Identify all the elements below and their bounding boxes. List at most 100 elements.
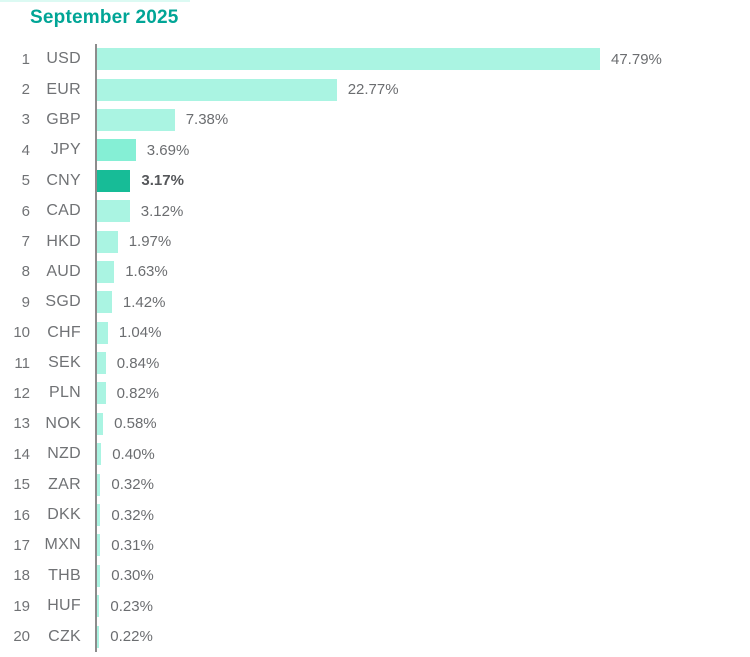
chart-title: September 2025 bbox=[30, 7, 179, 28]
currency-code-label: JPY bbox=[50, 141, 81, 159]
value-label: 0.58% bbox=[114, 415, 157, 433]
value-label: 0.82% bbox=[116, 384, 160, 402]
bar-row-jpy: 4 JPY 3.69% bbox=[0, 135, 750, 165]
bar-row-czk: 20 CZK 0.22% bbox=[0, 621, 750, 651]
value-label: 47.79% bbox=[611, 50, 662, 68]
rank-label: 20 bbox=[13, 628, 30, 646]
rank-label: 17 bbox=[13, 536, 30, 554]
bar-row-nok: 13 NOK 0.58% bbox=[0, 409, 750, 439]
bar-row-chf: 10 CHF 1.04% bbox=[0, 318, 750, 348]
bar-row-eur: 2 EUR 22.77% bbox=[0, 74, 750, 104]
currency-code-label: ZAR bbox=[48, 475, 81, 493]
bar-row-nzd: 14 NZD 0.40% bbox=[0, 439, 750, 469]
currency-code-label: EUR bbox=[46, 80, 81, 98]
value-bar bbox=[97, 595, 100, 618]
rank-label: 10 bbox=[13, 324, 30, 342]
value-label: 3.69% bbox=[146, 141, 190, 159]
value-bar bbox=[97, 291, 112, 314]
rank-label: 13 bbox=[13, 415, 30, 433]
value-bar bbox=[97, 139, 136, 162]
value-bar bbox=[97, 352, 106, 375]
currency-code-label: MXN bbox=[44, 536, 81, 554]
value-label: 0.23% bbox=[110, 597, 153, 615]
value-label: 7.38% bbox=[185, 111, 229, 129]
top-edge-sliver bbox=[0, 0, 190, 2]
bar-row-mxn: 17 MXN 0.31% bbox=[0, 530, 750, 560]
value-bar bbox=[97, 412, 104, 435]
currency-code-label: HUF bbox=[47, 597, 81, 615]
bar-row-aud: 8 AUD 1.63% bbox=[0, 257, 750, 287]
rank-label: 5 bbox=[21, 172, 30, 190]
value-label: 0.84% bbox=[116, 354, 160, 372]
currency-code-label: USD bbox=[46, 50, 81, 68]
rank-label: 16 bbox=[13, 506, 30, 524]
bar-row-cad: 6 CAD 3.12% bbox=[0, 196, 750, 226]
currency-code-label: CNY bbox=[46, 171, 81, 189]
rank-label: 19 bbox=[13, 597, 30, 615]
value-label: 1.63% bbox=[125, 263, 168, 281]
rank-label: 2 bbox=[21, 81, 30, 99]
value-label: 0.30% bbox=[111, 567, 154, 585]
rank-label: 7 bbox=[21, 233, 30, 251]
value-bar bbox=[97, 473, 101, 496]
value-label: 1.97% bbox=[128, 233, 172, 251]
rank-label: 3 bbox=[21, 111, 30, 129]
rank-label: 8 bbox=[21, 263, 30, 281]
currency-code-label: SEK bbox=[48, 354, 81, 372]
value-bar bbox=[97, 78, 337, 101]
value-label: 0.22% bbox=[110, 628, 153, 646]
bar-row-sgd: 9 SGD 1.42% bbox=[0, 287, 750, 317]
bar-row-gbp: 3 GBP 7.38% bbox=[0, 105, 750, 135]
bar-row-usd: 1 USD 47.79% bbox=[0, 44, 750, 74]
rank-label: 14 bbox=[13, 445, 30, 463]
value-label: 1.42% bbox=[122, 293, 166, 311]
currency-code-label: SGD bbox=[45, 293, 81, 311]
rank-label: 6 bbox=[21, 202, 30, 220]
rank-label: 15 bbox=[13, 476, 30, 494]
value-bar bbox=[97, 108, 175, 131]
value-bar bbox=[97, 48, 600, 71]
currency-code-label: GBP bbox=[46, 110, 81, 128]
value-bar bbox=[97, 230, 118, 253]
bar-row-huf: 19 HUF 0.23% bbox=[0, 591, 750, 621]
currency-code-label: DKK bbox=[47, 506, 81, 524]
value-label: 3.12% bbox=[140, 202, 184, 220]
value-bar bbox=[97, 504, 101, 527]
value-label: 0.32% bbox=[111, 476, 154, 494]
currency-code-label: CAD bbox=[46, 202, 81, 220]
currency-code-label: PLN bbox=[48, 384, 81, 402]
bar-row-pln: 12 PLN 0.82% bbox=[0, 378, 750, 408]
value-bar bbox=[97, 534, 101, 557]
value-label: 1.04% bbox=[118, 324, 162, 342]
value-bar bbox=[97, 564, 101, 587]
value-bar bbox=[97, 382, 106, 405]
value-bar bbox=[97, 200, 130, 223]
y-axis-line bbox=[95, 44, 97, 652]
rank-label: 11 bbox=[14, 354, 30, 372]
rank-label: 1 bbox=[21, 50, 30, 68]
currency-code-label: AUD bbox=[46, 262, 81, 280]
value-bar bbox=[97, 169, 131, 192]
value-label: 3.17% bbox=[141, 172, 184, 190]
currency-code-label: HKD bbox=[46, 232, 81, 250]
bar-row-sek: 11 SEK 0.84% bbox=[0, 348, 750, 378]
rank-label: 4 bbox=[21, 141, 30, 159]
value-bar bbox=[97, 260, 115, 283]
currency-code-label: NOK bbox=[45, 414, 81, 432]
value-bar bbox=[97, 443, 102, 466]
bar-chart: 1 USD 47.79% 2 EUR 22.77% 3 GBP 7.38% 4 JPY 3.69% 5 C… bbox=[0, 44, 750, 652]
bar-row-cny: 5 CNY 3.17% bbox=[0, 166, 750, 196]
value-label: 22.77% bbox=[347, 81, 399, 99]
value-bar bbox=[97, 321, 108, 344]
currency-code-label: CHF bbox=[47, 323, 81, 341]
rank-label: 9 bbox=[21, 293, 30, 311]
value-label: 0.32% bbox=[111, 506, 154, 524]
value-label: 0.31% bbox=[111, 536, 154, 554]
value-label: 0.40% bbox=[112, 445, 155, 463]
bar-row-dkk: 16 DKK 0.32% bbox=[0, 500, 750, 530]
rank-label: 18 bbox=[13, 567, 30, 585]
rank-label: 12 bbox=[13, 384, 30, 402]
bar-row-zar: 15 ZAR 0.32% bbox=[0, 469, 750, 499]
currency-code-label: NZD bbox=[47, 445, 81, 463]
